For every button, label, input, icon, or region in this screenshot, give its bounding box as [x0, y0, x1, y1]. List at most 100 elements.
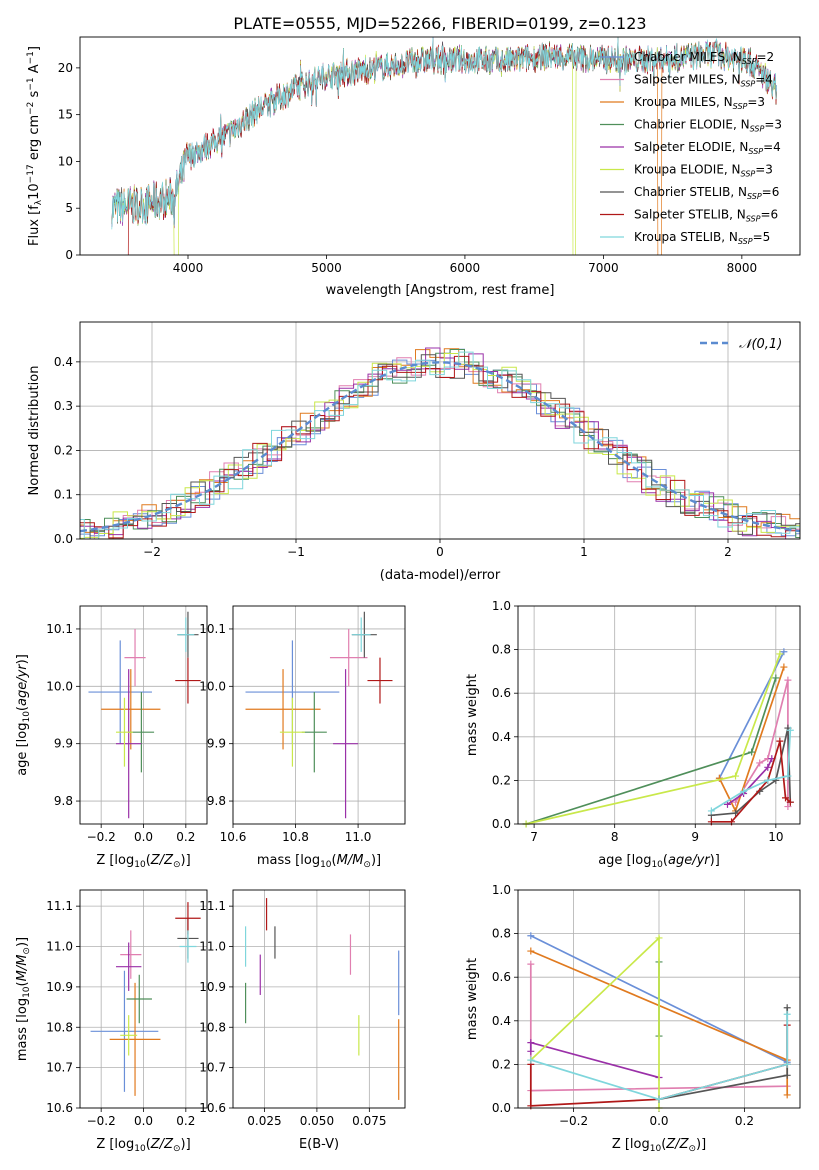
y-tick-label: 10.1 — [46, 622, 73, 636]
panel-1: 4000 5000 6000 7000 8000 0 5 10 15 20 Chabrier MIL… — [58, 36, 801, 275]
legend: Chabrier MILES, NSSP=2 Salpeter MILES, NS… — [600, 50, 782, 246]
y-tick-label: 9.8 — [54, 794, 73, 808]
y-tick-label: 0.6 — [492, 686, 511, 700]
x-tick-label: 0.2 — [735, 1114, 754, 1128]
x-tick-label: 0.050 — [300, 1114, 334, 1128]
x-axis-label: Z [log10(Z/Z⊙)] — [612, 1137, 706, 1154]
histogram-step — [80, 353, 800, 539]
y-tick-label: 1.0 — [492, 883, 511, 897]
data-point — [527, 1039, 535, 1047]
x-tick-label: −1 — [287, 545, 305, 559]
y-tick-label: 0.0 — [492, 1101, 511, 1115]
y-tick-label: 0.0 — [54, 532, 73, 546]
histogram-step — [80, 351, 800, 539]
y-tick-label: 11.1 — [46, 899, 73, 913]
data-point — [780, 648, 788, 656]
x-tick-label: 4000 — [173, 261, 204, 275]
data-point — [764, 776, 772, 784]
x-axis-label: (data-model)/error — [380, 568, 501, 583]
y-tick-label: 9.9 — [54, 737, 73, 751]
data-point — [527, 1047, 535, 1055]
x-tick-label: −0.2 — [87, 830, 116, 844]
y-axis-label: mass weight — [465, 958, 480, 1040]
series-line — [718, 666, 785, 814]
y-tick-label: 10.9 — [199, 980, 226, 994]
y-tick-label: 0.4 — [492, 730, 511, 744]
data-point — [786, 726, 794, 734]
y-tick-label: 0.4 — [492, 1014, 511, 1028]
panel-7: 0.025 0.050 0.075 10.6 10.7 10.8 10.9 11.0 11.1 — [199, 889, 406, 1128]
data-point — [783, 1091, 791, 1099]
spectrum-line — [111, 37, 777, 230]
y-tick-label: 10.7 — [46, 1061, 73, 1075]
x-tick-label: 7 — [530, 830, 538, 844]
data-point — [764, 763, 772, 771]
series-line — [711, 727, 792, 817]
x-tick-label: 0.2 — [176, 1114, 195, 1128]
axes-frame — [79, 36, 801, 256]
x-axis-label: Z [log10(Z/Z⊙)] — [96, 1137, 190, 1154]
x-tick-label: 8 — [611, 830, 619, 844]
axes-frame — [79, 605, 208, 825]
y-tick-label: 15 — [58, 108, 73, 122]
y-tick-label: 1.0 — [492, 599, 511, 613]
y-tick-label: 10.0 — [199, 679, 226, 693]
y-tick-label: 0.6 — [492, 970, 511, 984]
y-tick-label: 20 — [58, 61, 73, 75]
y-tick-label: 10.8 — [46, 1020, 73, 1034]
x-tick-label: 0.075 — [352, 1114, 386, 1128]
x-tick-label: 9 — [691, 830, 699, 844]
x-tick-label: 11.0 — [345, 830, 372, 844]
data-point — [783, 1060, 791, 1068]
data-point — [784, 772, 792, 780]
data-point — [781, 794, 789, 802]
y-axis-label: age [log10(age/yr)] — [15, 654, 32, 776]
x-tick-label: 2 — [724, 545, 732, 559]
data-point — [732, 772, 740, 780]
data-point — [783, 1071, 791, 1079]
y-axis-label: Flux [fλ10−17 erg cm−2 s−1 A−1] — [26, 46, 44, 246]
series-line — [529, 1041, 660, 1079]
series-line — [530, 936, 660, 1108]
data-point — [772, 674, 780, 682]
x-tick-label: 10.6 — [220, 830, 247, 844]
y-tick-label: 0.8 — [492, 643, 511, 657]
y-tick-label: 11.1 — [199, 899, 226, 913]
legend-label: Salpeter ELODIE, NSSP=4 — [634, 140, 781, 156]
data-point — [784, 803, 792, 811]
data-point — [756, 759, 764, 767]
x-tick-label: 10.8 — [282, 830, 309, 844]
figure-title: PLATE=0555, MJD=52266, FIBERID=0199, z=0… — [233, 14, 646, 33]
data-point — [527, 960, 535, 968]
panel-2: −2 −1 0 1 2 0.0 0.1 0.2 0.3 0.4 𝒩(0,1) — [54, 321, 801, 559]
panel-5: 7 8 9 10 0.0 0.2 0.4 0.6 0.8 1.0 — [492, 599, 801, 844]
x-tick-label: 0.2 — [176, 830, 195, 844]
x-tick-label: 0.0 — [134, 1114, 153, 1128]
data-point — [784, 676, 792, 684]
x-tick-label: 0.0 — [649, 1114, 668, 1128]
data-point — [786, 798, 794, 806]
y-tick-label: 10.8 — [199, 1020, 226, 1034]
legend-label: Salpeter STELIB, NSSP=6 — [634, 208, 778, 224]
y-tick-label: 0.0 — [492, 817, 511, 831]
legend-label: Chabrier STELIB, NSSP=6 — [634, 185, 779, 201]
x-axis-label: wavelength [Angstrom, rest frame] — [326, 283, 555, 298]
data-point — [707, 807, 715, 815]
y-tick-label: 0.1 — [54, 488, 73, 502]
x-axis-label: Z [log10(Z/Z⊙)] — [96, 853, 190, 870]
y-tick-label: 0.4 — [54, 355, 73, 369]
data-point — [783, 1010, 791, 1018]
y-tick-label: 10.7 — [199, 1061, 226, 1075]
y-tick-label: 11.0 — [46, 940, 73, 954]
x-tick-label: 7000 — [588, 261, 619, 275]
x-tick-label: −0.2 — [559, 1114, 588, 1128]
x-tick-label: −2 — [143, 545, 161, 559]
series-line — [727, 758, 773, 806]
data-point — [527, 947, 535, 955]
y-axis-label: mass [log10(M/M⊙)] — [15, 937, 32, 1061]
axes-frame — [517, 889, 801, 1109]
legend-label: 𝒩(0,1) — [739, 337, 782, 352]
y-tick-label: 0.2 — [492, 1057, 511, 1071]
y-axis-label: mass weight — [465, 674, 480, 756]
y-tick-label: 10 — [58, 154, 73, 168]
